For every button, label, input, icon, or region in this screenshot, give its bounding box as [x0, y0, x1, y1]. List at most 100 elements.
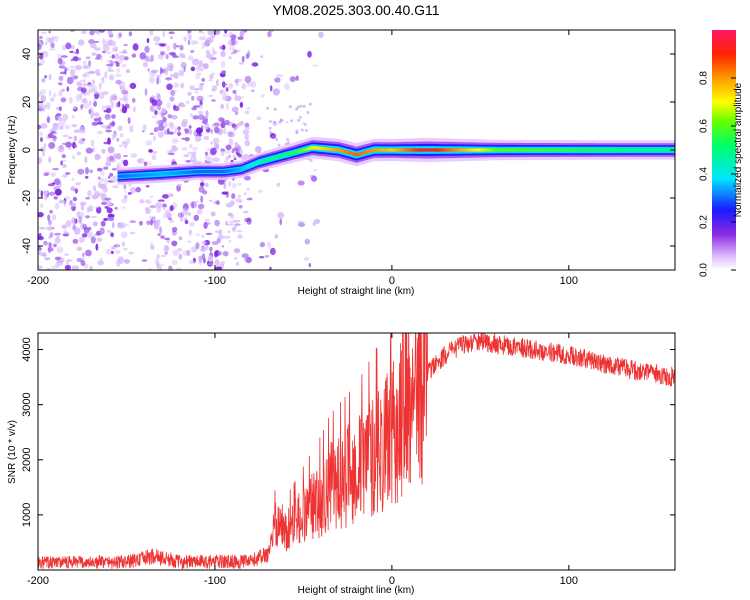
spectrogram-noise-cell — [201, 32, 205, 34]
spectrogram-noise-cell — [95, 243, 99, 251]
spectrogram-noise-cell — [204, 39, 211, 47]
spectrogram-track-cell — [322, 147, 325, 151]
spectrogram-noise-cell — [178, 236, 183, 241]
spectrogram-noise-cell — [217, 234, 224, 240]
spectrogram-track-cell — [521, 148, 524, 152]
spectrogram-track-cell — [446, 148, 449, 152]
spectrogram-noise-cell — [60, 160, 63, 166]
spectrogram-track-cell — [338, 148, 341, 152]
spectrogram-track-cell — [191, 170, 194, 174]
spectrogram-track-cell — [153, 172, 156, 176]
spectrogram-track-cell — [241, 167, 244, 171]
spectrogram-noise-cell — [145, 199, 152, 204]
spectrogram-noise-cell — [296, 105, 300, 109]
spectrogram-noise-cell — [231, 226, 237, 232]
colorbar-tick-label: 0.8 — [699, 71, 710, 85]
spectrogram-noise-cell — [51, 136, 57, 139]
spectrogram-track-cell — [478, 148, 481, 152]
spectrogram-track-cell — [537, 148, 540, 152]
spectrogram-noise-cell — [235, 40, 238, 46]
spectrogram-track-cell — [613, 148, 616, 152]
spectrogram-track-cell — [636, 148, 639, 152]
spectrogram-noise-cell — [49, 219, 53, 225]
spectrogram-track-cell — [434, 148, 437, 152]
spectrogram-noise-cell — [110, 175, 118, 184]
spectrogram-noise-cell — [121, 90, 129, 95]
spectrogram-track-cell — [450, 148, 453, 152]
spectrogram-noise-cell — [67, 136, 73, 139]
spectrogram-noise-cell — [237, 153, 242, 158]
spectrogram-noise-cell — [228, 56, 232, 60]
spectrogram-track-cell — [485, 148, 488, 152]
spectrogram-noise-cell — [310, 175, 318, 182]
spectrogram-track-cell — [517, 148, 520, 152]
spectrogram-noise-cell — [80, 83, 88, 87]
colorbar-tick-label: 0.0 — [699, 263, 710, 277]
spectrogram-noise-cell — [54, 123, 60, 127]
spectrogram-track-cell — [248, 164, 251, 168]
spectrogram-noise-cell — [183, 36, 187, 42]
spectrogram-noise-cell — [148, 71, 156, 77]
spectrogram-noise-cell — [201, 253, 206, 260]
spectrogram-noise-cell — [59, 125, 64, 130]
spectrogram-noise-cell — [69, 65, 75, 69]
spectrogram-track-cell — [354, 153, 357, 157]
spectrogram-noise-cell — [41, 31, 47, 35]
spectrogram-noise-cell — [46, 267, 51, 270]
spectrogram-track-cell — [616, 148, 619, 152]
spectrogram-noise-cell — [213, 157, 220, 163]
spectrogram-noise-cell — [260, 55, 264, 58]
spectrogram-noise-cell — [38, 236, 44, 241]
spectrogram-noise-cell — [95, 206, 99, 209]
spectrogram-noise-cell — [154, 258, 160, 265]
spectrogram-noise-cell — [148, 215, 156, 219]
spectrogram-track-cell — [117, 174, 120, 178]
spectrogram-noise-cell — [83, 71, 90, 78]
spectrogram-noise-cell — [101, 148, 106, 154]
spectrogram-track-cell — [503, 148, 506, 152]
spectrogram-noise-cell — [187, 39, 191, 46]
spectrogram-track-cell — [140, 173, 143, 177]
spectrogram-noise-cell — [122, 96, 128, 101]
spectrogram-noise-cell — [260, 94, 265, 98]
spectrogram-noise-cell — [90, 236, 96, 244]
spectrogram-noise-cell — [103, 166, 109, 170]
spectrogram-track-cell — [567, 148, 570, 152]
spectrogram-noise-cell — [114, 53, 120, 60]
spectrogram-noise-cell — [234, 141, 239, 147]
spectrogram-track-cell — [627, 148, 630, 152]
spectrogram-noise-cell — [118, 32, 122, 38]
spectrogram-noise-cell — [207, 30, 214, 36]
spectrogram-noise-cell — [202, 118, 208, 125]
spectrogram-noise-cell — [187, 240, 192, 243]
spectrogram-noise-cell — [169, 150, 173, 154]
spectrogram-noise-cell — [286, 137, 290, 141]
spectrogram-noise-cell — [61, 258, 65, 263]
snr-x-tick-label: -200 — [27, 575, 49, 587]
spectrogram-noise-cell — [198, 104, 203, 110]
spectrogram-noise-cell — [76, 81, 82, 87]
spectrogram-noise-cell — [82, 223, 88, 230]
spectrogram-noise-cell — [120, 231, 128, 238]
figure-title: YM08.2025.303.00.40.G11 — [272, 2, 439, 18]
spectrogram-noise-cell — [223, 127, 227, 135]
spectrogram-track-cell — [409, 148, 412, 152]
spectrogram-noise-cell — [119, 144, 122, 148]
spectrogram-noise-cell — [177, 248, 183, 252]
spectrogram-noise-cell — [100, 170, 105, 177]
spectrogram-noise-cell — [173, 72, 179, 79]
spectrogram-noise-cell — [295, 129, 299, 133]
spectrogram-noise-cell — [117, 125, 123, 131]
spectrogram-noise-cell — [115, 102, 119, 108]
spectrogram-noise-cell — [40, 146, 46, 153]
spectrogram-noise-cell — [111, 114, 116, 119]
spectrogram-track-cell — [535, 148, 538, 152]
spectrogram-noise-cell — [91, 215, 98, 219]
spectrogram-track-cell — [469, 148, 472, 152]
spectrogram-noise-cell — [153, 223, 160, 230]
spectrogram-track-cell — [657, 148, 660, 152]
spectrogram-track-cell — [429, 148, 432, 152]
spectrogram-noise-cell — [185, 100, 190, 105]
colorbar: 0.0 0.2 0.4 0.6 0.8 Normalized spectral ampl… — [699, 30, 744, 277]
spectrogram-noise-cell — [192, 58, 200, 62]
